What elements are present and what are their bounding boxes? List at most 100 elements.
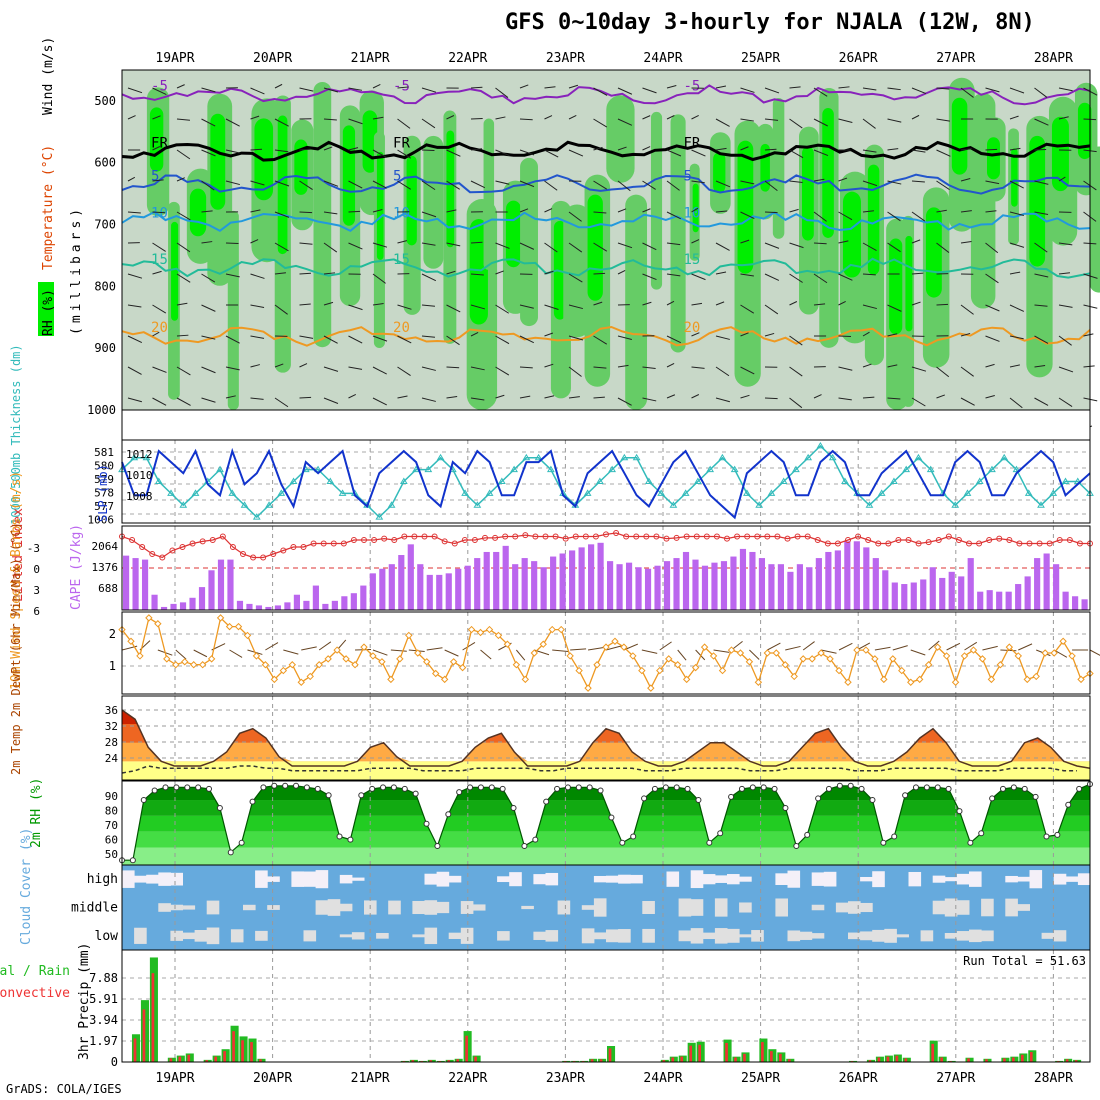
wind-speed-point (951, 678, 960, 686)
cape-bar (179, 602, 187, 610)
wind-barb (397, 118, 411, 129)
cloud-cell (521, 905, 534, 910)
cape-bar (170, 603, 177, 610)
cloud-cell (315, 900, 329, 915)
lifted-point (492, 534, 499, 541)
rh-point (945, 785, 952, 792)
cloud-cell (944, 877, 958, 882)
wind-barb (568, 396, 580, 399)
rh-point (140, 797, 147, 804)
wind-barb (274, 180, 290, 187)
lifted-point (280, 547, 287, 554)
cape-bar (1072, 596, 1079, 610)
cape-bar (920, 579, 927, 610)
wind-barb (519, 366, 533, 369)
precip-conv-bar (178, 1056, 182, 1062)
thickness-point (583, 489, 592, 496)
wind-barb (960, 332, 971, 337)
rh-point (271, 782, 278, 789)
wind-barb (176, 149, 191, 160)
cape-bar (578, 547, 585, 610)
wind-barb (1058, 304, 1073, 308)
cape-bar (787, 571, 794, 610)
wind-barb (250, 180, 265, 186)
cloud-cell (497, 876, 510, 883)
wind-barb (985, 210, 997, 213)
wind-barb (789, 301, 798, 306)
precip-conv-bar (608, 1048, 612, 1062)
wind-barb (152, 242, 166, 252)
wind-barb (348, 394, 357, 399)
wind-barb (1034, 397, 1049, 406)
wind-barb (348, 147, 359, 151)
wind-speed-point (378, 658, 386, 666)
thickness-point (461, 489, 469, 496)
wind-barb (348, 87, 363, 91)
wind-barb (225, 395, 236, 399)
cloud-cell (606, 875, 619, 883)
wind-barb (691, 114, 699, 120)
wind-barb (495, 270, 504, 275)
wind-speed-point (181, 658, 189, 666)
thickness-point (657, 489, 666, 496)
rh-point (1054, 831, 1061, 838)
lifted-point (411, 533, 418, 540)
lifted-point (1076, 540, 1083, 547)
rh-blob-mid (1089, 146, 1100, 293)
wind-barb (348, 118, 363, 125)
wind-barb (299, 335, 314, 339)
date-label-top-21APR: 21APR (351, 51, 390, 66)
wind-barb (691, 180, 705, 184)
temp-tick-28: 28 (105, 736, 118, 749)
wind-barb (1034, 304, 1048, 307)
wind-barb (1034, 242, 1048, 253)
cloud-cell (182, 905, 196, 910)
wind-barb (201, 210, 213, 213)
wind-barb (274, 242, 289, 252)
cloud-cell (642, 928, 655, 943)
wind-barb (789, 366, 803, 377)
wind-barb (715, 271, 727, 275)
cape-bar (863, 547, 870, 610)
wind-barb (250, 335, 265, 339)
wind-speed-point (243, 631, 252, 640)
rh-point (564, 784, 571, 791)
pressure-tick-700: 700 (94, 218, 116, 232)
wind-barb (250, 115, 260, 120)
wind-barb (1034, 273, 1049, 278)
lifted-point (744, 533, 751, 540)
pressure-tick-600: 600 (94, 156, 116, 170)
cloud-cell (872, 929, 885, 942)
wind-barb (1009, 115, 1019, 120)
rh-blob-high (889, 238, 903, 335)
wind-barb (642, 273, 657, 281)
wind-barb (201, 366, 216, 374)
wind-speed-point (960, 652, 969, 660)
thickness-line (121, 444, 1091, 519)
cloud-cell (884, 928, 897, 943)
cloud-cell (1053, 873, 1067, 885)
wind-barb (250, 209, 261, 213)
cloud-cell (956, 931, 970, 941)
wind-barb (862, 363, 872, 368)
rh-point (956, 808, 963, 815)
rh-point (923, 784, 930, 791)
precip-conv-bar (259, 1059, 262, 1062)
wind-barb (642, 146, 651, 151)
cloud-cell (593, 898, 607, 917)
wind-speed-point (270, 675, 279, 684)
lifted-point (562, 535, 569, 542)
cloud-cell (545, 872, 559, 886)
wind-barb (593, 366, 607, 369)
cloud-cell (412, 934, 425, 938)
cloud-cell (1005, 875, 1018, 883)
wind-barb (152, 146, 161, 151)
thickness-point (326, 477, 335, 484)
cloud-cell (194, 930, 208, 942)
lifted-point (572, 533, 579, 540)
wind-barb (936, 149, 951, 157)
lifted-point (895, 537, 902, 543)
cloud-cell (727, 928, 740, 943)
contour-label-5: 5 (683, 168, 691, 184)
wind-speed-point (467, 625, 476, 634)
